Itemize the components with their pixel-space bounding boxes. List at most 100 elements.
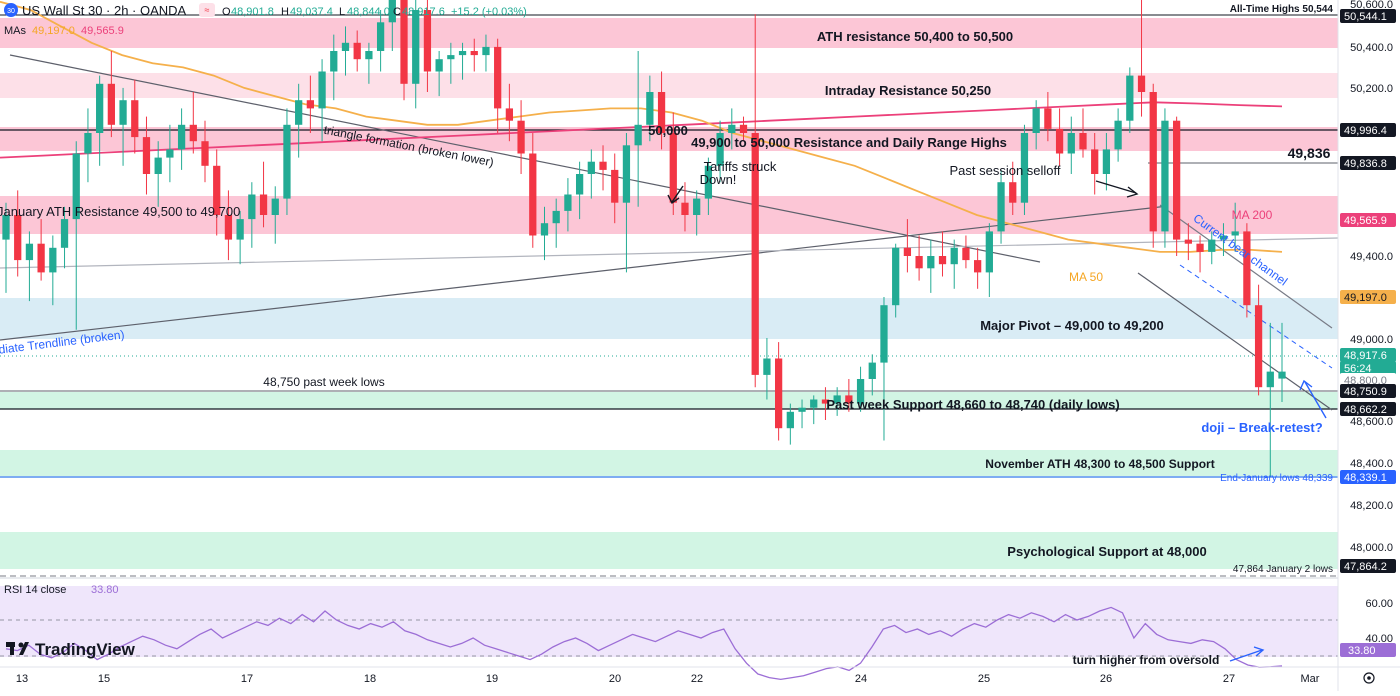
candle-body: [482, 46, 490, 56]
zone-ath-resistance: [0, 18, 1338, 48]
candle-body: [716, 133, 724, 166]
candle-body: [903, 247, 912, 256]
rsi-value: 33.80: [91, 584, 119, 596]
mas-label[interactable]: MAs: [4, 25, 27, 37]
candle-body: [37, 243, 45, 273]
candle-body: [60, 219, 69, 248]
price-tag-jan2-low-box: [1340, 559, 1396, 573]
annotation-tariffs-2: Down!: [700, 172, 737, 187]
candle-body: [575, 174, 584, 195]
annotation-ath-resistance: ATH resistance 50,400 to 50,500: [817, 29, 1013, 44]
zone-psychological-support: [0, 532, 1338, 569]
candle-body: [927, 256, 935, 269]
candle-body: [306, 100, 314, 109]
candle-body: [962, 247, 970, 261]
time-axis-label: 20: [609, 673, 621, 685]
candle-body: [1266, 371, 1274, 388]
price-tag-ath-box: [1340, 9, 1396, 23]
annotation-rsi-oversold: turn higher from oversold: [1073, 653, 1220, 667]
ohlc-change: +15.2 (+0.03%): [451, 6, 527, 18]
candle-body: [494, 46, 502, 109]
rsi-band: [0, 586, 1338, 657]
candle-body: [2, 215, 10, 240]
symbol-badge-icon: [4, 3, 18, 17]
candle-body: [365, 51, 373, 60]
candle-body: [529, 153, 537, 236]
settings-gear-icon[interactable]: [1363, 672, 1375, 684]
ohlc-o-label: O: [222, 6, 231, 18]
annotation-psychological-support: Psychological Support at 48,000: [1007, 544, 1206, 559]
candle-body: [213, 165, 221, 215]
price-tag-daily-high: 49,996.4: [1344, 125, 1387, 137]
zone-january-ath-resistance: [0, 196, 1338, 234]
candle-body: [1149, 92, 1157, 232]
candle-body: [892, 247, 900, 306]
candle-body: [985, 231, 993, 273]
candle-body: [25, 243, 34, 261]
annotation-session-selloff: Past session selloff: [949, 163, 1060, 178]
candle-body: [1161, 120, 1169, 232]
price-tag-countdown-box: [1340, 361, 1396, 375]
price-tag-daily-high-box: [1340, 123, 1396, 137]
time-axis-label: 18: [364, 673, 376, 685]
price-tag-last: 48,917.6: [1344, 350, 1387, 362]
candle-body: [1126, 75, 1134, 121]
candle-body: [1114, 120, 1122, 150]
time-axis-label: 13: [16, 673, 28, 685]
candle-body: [224, 215, 233, 240]
mas-ma50-value: 49,197.0: [32, 25, 75, 37]
tradingview-logo-icon: [6, 642, 29, 655]
candle-body: [72, 153, 80, 220]
price-tag-session-high-box: [1340, 156, 1396, 170]
candle-body: [447, 55, 455, 60]
price-axis-label: 49,000.0: [1350, 334, 1393, 346]
candle-body: [728, 124, 736, 133]
candle-body: [248, 194, 256, 220]
annotation-49836: 49,836: [1288, 145, 1331, 161]
rsi-axis-label: 40.00: [1365, 633, 1393, 645]
price-tag-partial-box: [1340, 373, 1396, 387]
price-tag-week-low-box: [1340, 384, 1396, 398]
candle-body: [1278, 371, 1286, 379]
candle-body: [938, 256, 947, 265]
zone-major-pivot: [0, 298, 1338, 339]
ohlc-h-label: H: [281, 6, 289, 18]
candle-body: [1243, 231, 1251, 306]
candle-body: [142, 137, 151, 174]
legend-toggle-button[interactable]: [199, 3, 215, 17]
candle-body: [341, 42, 350, 51]
candle-body: [330, 51, 338, 72]
price-tag-last-box: [1340, 348, 1396, 362]
candle-body: [119, 100, 127, 125]
candle-body: [880, 305, 888, 363]
candle-body: [786, 411, 794, 429]
time-axis-label: 15: [98, 673, 110, 685]
annotation-tariffs-1: Tariffs struck: [704, 159, 777, 174]
candle-body: [423, 10, 432, 72]
candle-body: [587, 161, 595, 174]
annotation-past-week-support: Past week Support 48,660 to 48,740 (dail…: [826, 397, 1119, 412]
candle-body: [201, 141, 209, 166]
candle-body: [634, 124, 642, 146]
rsi-label[interactable]: RSI 14 close: [4, 584, 66, 596]
ohlc-l-label: L: [339, 6, 345, 18]
candle-body: [552, 210, 560, 224]
candle-body: [388, 0, 396, 23]
candle-body: [84, 133, 92, 154]
zone-november-ath-support: [0, 450, 1338, 478]
candle-body: [997, 182, 1005, 232]
rsi-line: [5, 606, 1283, 681]
candle-body: [1009, 182, 1017, 203]
symbol-title[interactable]: US Wall St 30 · 2h · OANDA: [22, 3, 187, 18]
price-tag-jan-low: 48,339.1: [1344, 472, 1387, 484]
annotation-november-ath: November ATH 48,300 to 48,500 Support: [985, 457, 1214, 471]
candle-body: [49, 247, 57, 273]
tradingview-brand: TradingView: [35, 640, 136, 659]
candle-body: [283, 124, 291, 199]
time-axis-label: 27: [1223, 673, 1235, 685]
candle-body: [154, 157, 162, 174]
candle-body: [1254, 305, 1263, 388]
candle-body: [821, 399, 830, 404]
